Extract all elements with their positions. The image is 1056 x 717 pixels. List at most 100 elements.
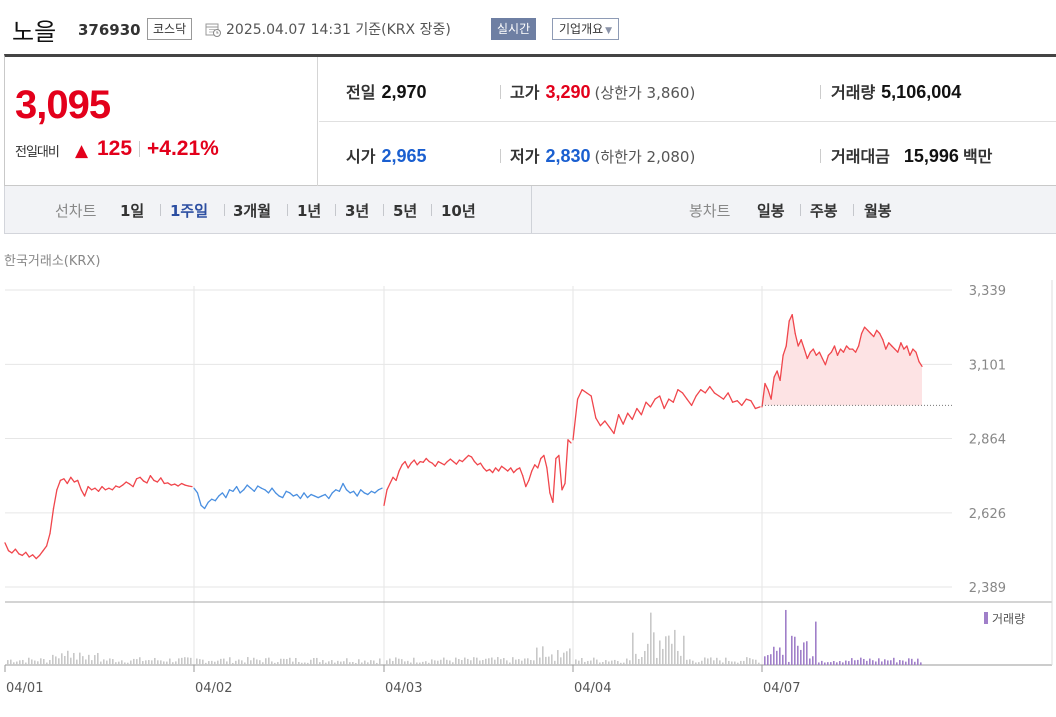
price-segment: [525, 479, 530, 488]
volume-bar: [731, 661, 733, 665]
volume-bar: [425, 661, 427, 665]
price-segment: [510, 467, 515, 474]
stock-code: 376930: [78, 21, 141, 39]
price-segment: [906, 345, 911, 356]
volume-bar: [593, 657, 595, 665]
volume-bar: [470, 660, 472, 665]
volume-bar: [440, 659, 442, 665]
period-3m[interactable]: 3개월: [233, 202, 272, 220]
volume-bar: [223, 658, 225, 665]
price-segment: [28, 554, 34, 558]
volume-bar: [97, 652, 99, 665]
price-segment: [613, 414, 620, 435]
volume-bar: [13, 662, 15, 665]
volume-bar: [91, 660, 93, 665]
realtime-button[interactable]: 실시간: [491, 18, 537, 40]
volume-bar: [443, 657, 445, 665]
divider: [139, 141, 140, 157]
volume-bar: [716, 657, 718, 665]
trade-value-unit: 백만: [962, 147, 993, 166]
volume-bar: [349, 662, 351, 665]
volume-bar: [860, 657, 862, 665]
price-segment: [132, 478, 138, 488]
candle-daily[interactable]: 일봉: [757, 202, 785, 220]
period-10y[interactable]: 10년: [441, 202, 476, 220]
volume-bar: [791, 635, 793, 665]
price-segment: [681, 392, 688, 400]
price-area: 3,095 전일대비 ▲ 125 +4.21%: [5, 57, 318, 186]
price-segment: [214, 495, 220, 502]
divider: [531, 186, 532, 233]
volume-bar: [884, 659, 886, 665]
price-segment: [818, 351, 824, 360]
candle-monthly[interactable]: 월봉: [864, 202, 892, 220]
volume-legend-label: 거래량: [992, 612, 1025, 626]
price-segment: [645, 401, 652, 408]
volume-bar: [533, 660, 535, 665]
volume-bar: [277, 662, 279, 665]
period-5y[interactable]: 5년: [393, 202, 418, 220]
price-segment: [303, 492, 309, 499]
price-segment: [713, 392, 720, 397]
volume-bar: [434, 660, 436, 665]
divider: [160, 204, 161, 216]
volume-bar: [449, 660, 451, 665]
volume-bar: [524, 658, 526, 665]
volume-bar: [386, 660, 388, 665]
volume-bar: [199, 659, 201, 665]
price-segment: [830, 345, 836, 353]
low-label: 저가: [510, 147, 540, 166]
price-segment: [627, 412, 633, 421]
volume-bar: [602, 662, 604, 665]
price-segment: [401, 460, 406, 466]
price-segment: [345, 489, 351, 494]
period-1w[interactable]: 1주일: [170, 202, 209, 220]
price-segment: [338, 482, 344, 492]
price-segment: [232, 485, 238, 492]
volume-bar: [683, 635, 685, 665]
period-1y[interactable]: 1년: [297, 202, 322, 220]
volume-bar: [148, 660, 150, 665]
volume-bar: [46, 662, 48, 665]
volume-bar: [145, 660, 147, 665]
volume-bar: [764, 656, 766, 665]
volume-bar: [265, 658, 267, 665]
volume-bar: [680, 655, 682, 665]
company-overview-button[interactable]: 기업개요 ▼: [552, 18, 620, 40]
volume-bar: [103, 659, 105, 665]
period-3y[interactable]: 3년: [345, 202, 370, 220]
volume-legend-swatch: [984, 612, 988, 624]
volume-bar: [695, 662, 697, 665]
trade-value-amount: 15,996: [903, 146, 959, 166]
volume-bar: [274, 662, 276, 665]
volume-bar: [911, 658, 913, 665]
price-segment: [253, 485, 259, 492]
volume-bar: [422, 661, 424, 665]
upper-limit: (상한가 3,860): [594, 84, 696, 102]
price-segment: [815, 351, 821, 356]
volume-bar: [88, 654, 90, 665]
volume-bar: [283, 658, 285, 665]
volume-bar: [515, 659, 517, 665]
volume-bar: [358, 659, 360, 665]
volume-bar: [16, 661, 18, 665]
volume-bar: [85, 659, 87, 665]
price-segment: [663, 398, 670, 410]
candle-weekly[interactable]: 주봉: [810, 202, 838, 220]
price-segment: [87, 485, 93, 491]
volume-bar: [641, 657, 643, 665]
volume-bar: [662, 648, 664, 665]
price-segment: [543, 454, 548, 469]
volume-bar: [734, 661, 736, 665]
volume-bar: [488, 658, 490, 665]
volume-bar: [364, 660, 366, 665]
price-segment: [398, 464, 403, 472]
period-1d[interactable]: 1일: [120, 202, 145, 220]
price-segment: [918, 360, 923, 367]
price-segment: [797, 339, 802, 347]
volume-bar: [124, 662, 126, 665]
divider: [383, 204, 384, 216]
price-segment: [873, 329, 878, 338]
price-segment: [97, 485, 103, 492]
price-segment: [142, 480, 148, 484]
